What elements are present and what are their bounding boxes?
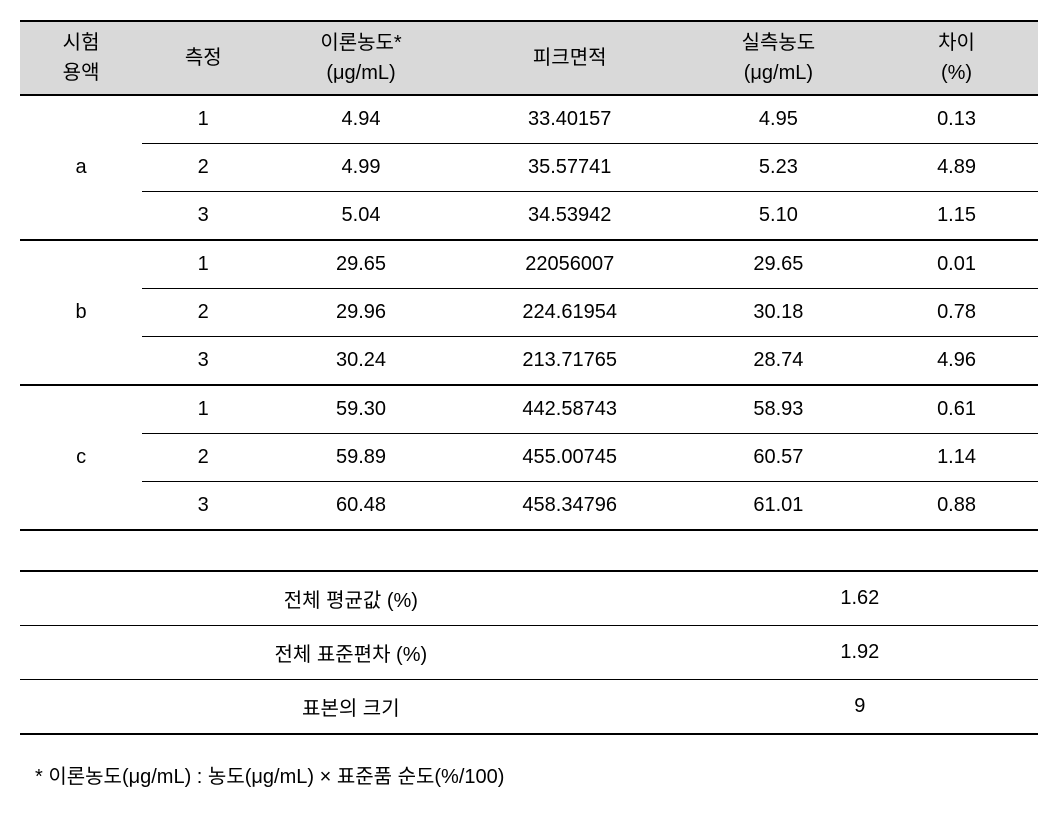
cell-measure: 2 bbox=[142, 144, 264, 192]
group-label: b bbox=[20, 240, 142, 385]
table-row: 35.0434.539425.101.15 bbox=[20, 192, 1038, 241]
summary-label: 전체 표준편차 (%) bbox=[20, 626, 682, 680]
cell-diff: 0.01 bbox=[875, 240, 1038, 289]
header-peak: 피크면적 bbox=[458, 21, 682, 95]
summary-label: 전체 평균값 (%) bbox=[20, 571, 682, 626]
cell-peak: 455.00745 bbox=[458, 434, 682, 482]
cell-diff: 4.89 bbox=[875, 144, 1038, 192]
table-row: 24.9935.577415.234.89 bbox=[20, 144, 1038, 192]
table-row: 360.48458.3479661.010.88 bbox=[20, 482, 1038, 531]
cell-diff: 0.61 bbox=[875, 385, 1038, 434]
cell-actual: 29.65 bbox=[682, 240, 875, 289]
cell-measure: 2 bbox=[142, 289, 264, 337]
cell-measure: 3 bbox=[142, 192, 264, 241]
summary-value: 1.62 bbox=[682, 571, 1038, 626]
data-table: 시험 용액 측정 이론농도* (μg/mL) 피크면적 실측농도 (μg/mL)… bbox=[20, 20, 1038, 735]
cell-actual: 28.74 bbox=[682, 337, 875, 386]
table-row: c159.30442.5874358.930.61 bbox=[20, 385, 1038, 434]
header-diff-line1: 차이 bbox=[938, 32, 975, 54]
cell-peak: 34.53942 bbox=[458, 192, 682, 241]
cell-theory: 60.48 bbox=[264, 482, 457, 531]
cell-diff: 0.88 bbox=[875, 482, 1038, 531]
cell-diff: 0.13 bbox=[875, 95, 1038, 144]
cell-actual: 5.23 bbox=[682, 144, 875, 192]
cell-theory: 59.89 bbox=[264, 434, 457, 482]
header-diff: 차이 (%) bbox=[875, 21, 1038, 95]
cell-measure: 1 bbox=[142, 385, 264, 434]
group-label: a bbox=[20, 95, 142, 240]
summary-value: 9 bbox=[682, 680, 1038, 735]
table-row: a14.9433.401574.950.13 bbox=[20, 95, 1038, 144]
cell-actual: 4.95 bbox=[682, 95, 875, 144]
summary-label: 표본의 크기 bbox=[20, 680, 682, 735]
cell-measure: 1 bbox=[142, 240, 264, 289]
cell-diff: 1.15 bbox=[875, 192, 1038, 241]
cell-measure: 1 bbox=[142, 95, 264, 144]
cell-theory: 29.65 bbox=[264, 240, 457, 289]
footnote-text: * 이론농도(μg/mL) : 농도(μg/mL) × 표준품 순도(%/100… bbox=[20, 760, 1038, 789]
table-row: 259.89455.0074560.571.14 bbox=[20, 434, 1038, 482]
cell-theory: 4.99 bbox=[264, 144, 457, 192]
cell-diff: 1.14 bbox=[875, 434, 1038, 482]
header-actual-line1: 실측농도 bbox=[742, 32, 816, 54]
summary-row: 전체 표준편차 (%)1.92 bbox=[20, 626, 1038, 680]
cell-peak: 458.34796 bbox=[458, 482, 682, 531]
cell-peak: 22056007 bbox=[458, 240, 682, 289]
header-diff-line2: (%) bbox=[941, 62, 972, 84]
cell-actual: 30.18 bbox=[682, 289, 875, 337]
summary-row: 전체 평균값 (%)1.62 bbox=[20, 571, 1038, 626]
cell-measure: 3 bbox=[142, 482, 264, 531]
header-actual-line2: (μg/mL) bbox=[744, 62, 813, 84]
table-row: b129.652205600729.650.01 bbox=[20, 240, 1038, 289]
cell-diff: 4.96 bbox=[875, 337, 1038, 386]
blank-cell bbox=[20, 530, 1038, 571]
cell-diff: 0.78 bbox=[875, 289, 1038, 337]
cell-actual: 60.57 bbox=[682, 434, 875, 482]
cell-peak: 224.61954 bbox=[458, 289, 682, 337]
group-label: c bbox=[20, 385, 142, 530]
header-theory-line1: 이론농도* bbox=[320, 32, 401, 54]
cell-peak: 33.40157 bbox=[458, 95, 682, 144]
table-row: 330.24213.7176528.744.96 bbox=[20, 337, 1038, 386]
blank-row bbox=[20, 530, 1038, 571]
cell-peak: 442.58743 bbox=[458, 385, 682, 434]
cell-theory: 4.94 bbox=[264, 95, 457, 144]
header-theory-line2: (μg/mL) bbox=[326, 62, 395, 84]
cell-theory: 59.30 bbox=[264, 385, 457, 434]
cell-theory: 5.04 bbox=[264, 192, 457, 241]
header-row: 시험 용액 측정 이론농도* (μg/mL) 피크면적 실측농도 (μg/mL)… bbox=[20, 21, 1038, 95]
cell-theory: 29.96 bbox=[264, 289, 457, 337]
header-solution-line2: 용액 bbox=[63, 62, 100, 84]
summary-row: 표본의 크기9 bbox=[20, 680, 1038, 735]
table-body: a14.9433.401574.950.1324.9935.577415.234… bbox=[20, 95, 1038, 734]
cell-peak: 213.71765 bbox=[458, 337, 682, 386]
summary-value: 1.92 bbox=[682, 626, 1038, 680]
header-measure: 측정 bbox=[142, 21, 264, 95]
header-actual: 실측농도 (μg/mL) bbox=[682, 21, 875, 95]
cell-actual: 58.93 bbox=[682, 385, 875, 434]
cell-peak: 35.57741 bbox=[458, 144, 682, 192]
header-solution-line1: 시험 bbox=[63, 32, 100, 54]
cell-actual: 61.01 bbox=[682, 482, 875, 531]
cell-theory: 30.24 bbox=[264, 337, 457, 386]
cell-measure: 2 bbox=[142, 434, 264, 482]
table-row: 229.96224.6195430.180.78 bbox=[20, 289, 1038, 337]
cell-actual: 5.10 bbox=[682, 192, 875, 241]
cell-measure: 3 bbox=[142, 337, 264, 386]
header-solution: 시험 용액 bbox=[20, 21, 142, 95]
header-theory: 이론농도* (μg/mL) bbox=[264, 21, 457, 95]
